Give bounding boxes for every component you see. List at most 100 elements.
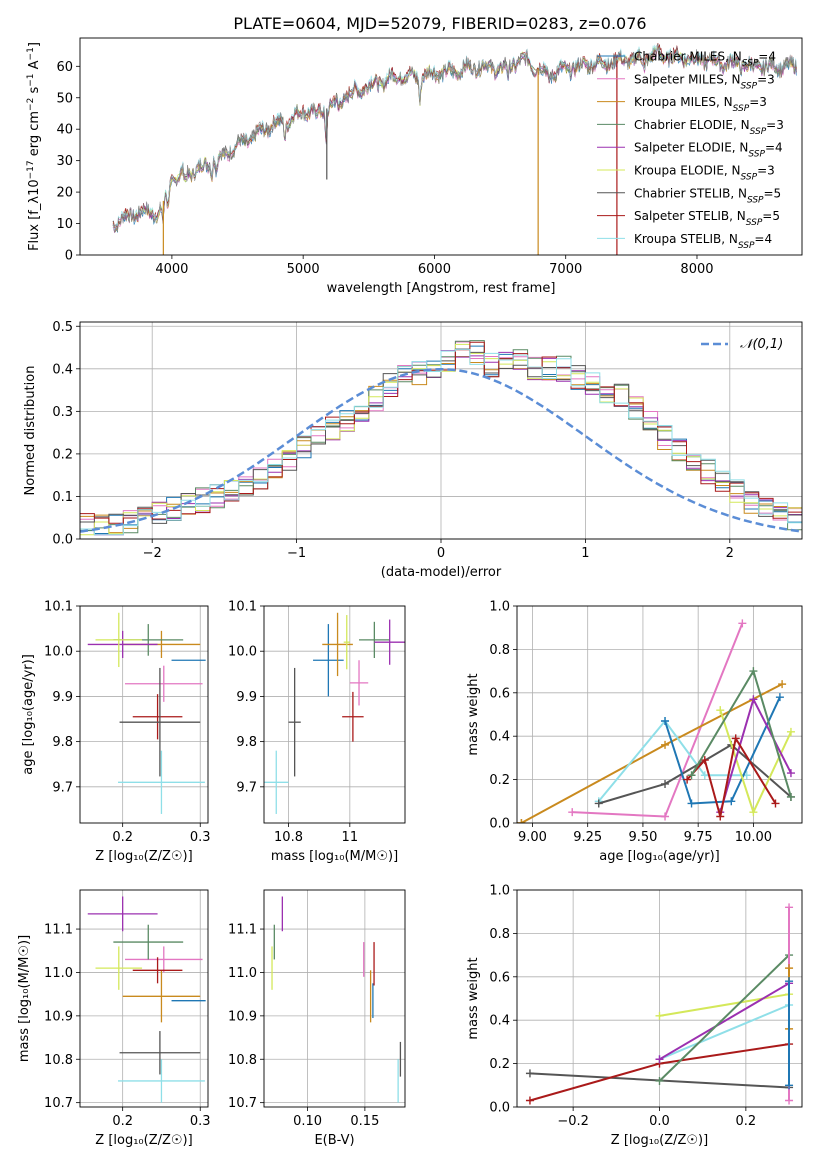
mass-vs-metallicity-panel: 0.2 0.3 10.7 10.8 10.9 11.0 11.1 Z [log₁₀(Z/Z☉)…: [17, 889, 211, 1148]
y-tick-label: 0.5: [52, 320, 73, 335]
y-tick-label: 0.8: [489, 643, 510, 658]
weight-marker: [716, 812, 725, 821]
weight-marker: [738, 619, 747, 628]
weight-marker: [655, 1011, 664, 1020]
y-tick-label: 30: [56, 154, 73, 169]
x-tick-label: 5000: [287, 262, 320, 277]
y-tick-label: 10.1: [228, 600, 257, 615]
x-tick-label: 2: [726, 546, 734, 561]
figure-title: PLATE=0604, MJD=52079, FIBERID=0283, z=0…: [233, 14, 646, 33]
legend-entry: Kroupa MILES, NSSP=3: [634, 95, 767, 114]
y-tick-label: 9.9: [52, 690, 73, 705]
x-tick-label: 0.2: [112, 830, 133, 845]
y-tick-label: 11.0: [228, 966, 257, 981]
weight-line: [658, 982, 790, 1061]
x-tick-label: 0.2: [112, 1114, 133, 1129]
x-tick-label: −1: [287, 546, 306, 561]
y-tick-label: 9.8: [236, 735, 257, 750]
weight-marker: [786, 727, 795, 736]
plot-area: [87, 896, 206, 1103]
weight-line: [520, 683, 783, 823]
x-axis-label: Z [log₁₀(Z/Z☉)]: [95, 1133, 192, 1148]
weight-marker: [785, 977, 794, 986]
weight-marker: [525, 1069, 534, 1078]
weight-line: [658, 954, 790, 1082]
axes-frame: [79, 37, 803, 256]
weight-marker: [785, 1081, 794, 1090]
weight-marker: [771, 799, 780, 808]
y-tick-label: 10: [56, 217, 73, 232]
x-tick-label: 9.00: [518, 830, 547, 845]
y-tick-label: 0.8: [489, 927, 510, 942]
weight-line: [659, 1004, 790, 1061]
y-axis-label: Normed distribution: [23, 366, 38, 496]
weight-marker: [785, 1096, 794, 1105]
weight-marker: [517, 819, 526, 823]
weight-marker: [655, 1076, 664, 1085]
x-tick-label: −2: [143, 546, 162, 561]
plot-area: [264, 612, 405, 814]
x-axis-label: wavelength [Angstrom, rest frame]: [327, 281, 556, 296]
legend-entry: Kroupa ELODIE, NSSP=3: [634, 164, 775, 183]
x-axis-label: Z [log₁₀(Z/Z☉)]: [611, 1133, 708, 1148]
plot-area: [525, 903, 794, 1105]
x-tick-label: 0.10: [293, 1114, 322, 1129]
legend-entry: Chabrier STELIB, NSSP=5: [634, 186, 781, 205]
massweight-vs-metallicity-panel: −0.2 0.0 0.2 0.0 0.2 0.4 0.6 0.8 1.0 Z [log₁₀(Z/Z…: [466, 884, 803, 1148]
weight-marker: [525, 1096, 534, 1105]
weight-marker: [785, 964, 794, 973]
weight-line: [597, 719, 747, 802]
weight-marker: [731, 734, 740, 743]
x-tick-label: 0.15: [350, 1114, 379, 1129]
x-tick-label: 0.2: [736, 1114, 757, 1129]
legend-entry: Chabrier ELODIE, NSSP=3: [634, 118, 784, 137]
spectrum-panel: 4000 5000 6000 7000 8000 0 10 20 30 40 50 60 wavelen…: [26, 37, 803, 296]
plot-area: [271, 896, 402, 1103]
legend-entry: Kroupa STELIB, NSSP=4: [634, 232, 772, 251]
weight-marker: [687, 799, 696, 808]
weight-marker: [778, 680, 787, 689]
x-tick-label: 1: [581, 546, 589, 561]
axes-frame: [263, 605, 406, 824]
y-tick-label: 10.7: [44, 1096, 73, 1111]
y-axis-label: Flux [f_λ10−17 erg cm−2 s−1 A−1]: [26, 42, 42, 251]
y-tick-label: 11.1: [228, 923, 257, 938]
x-tick-label: 10.8: [274, 830, 303, 845]
weight-marker: [661, 717, 670, 726]
legend-entry: 𝒩(0,1): [740, 337, 783, 352]
weight-marker: [727, 797, 736, 806]
x-axis-label: (data-model)/error: [381, 565, 502, 580]
y-tick-label: 9.7: [52, 780, 73, 795]
y-tick-label: 10.1: [44, 600, 73, 615]
y-tick-label: 0.0: [489, 1101, 510, 1116]
weight-marker: [594, 799, 603, 808]
axes-frame: [516, 605, 803, 824]
y-tick-label: 10.9: [44, 1009, 73, 1024]
x-tick-label: 0.3: [190, 830, 211, 845]
x-tick-label: 0.0: [649, 1114, 670, 1129]
legend-entry: Salpeter STELIB, NSSP=5: [634, 209, 780, 228]
weight-marker: [661, 779, 670, 788]
y-tick-label: 1.0: [489, 600, 510, 615]
weight-marker: [700, 771, 709, 780]
plot-area: [87, 612, 206, 814]
y-tick-label: 1.0: [489, 884, 510, 899]
legend-entry: Chabrier MILES, NSSP=4: [634, 50, 776, 69]
y-tick-label: 0.0: [52, 533, 73, 548]
weight-marker: [683, 775, 692, 784]
y-tick-label: 0.2: [489, 773, 510, 788]
y-tick-label: 0.2: [489, 1057, 510, 1072]
weight-line: [664, 696, 781, 805]
y-tick-label: 10.0: [44, 645, 73, 660]
y-tick-label: 0.6: [489, 686, 510, 701]
weight-marker: [749, 808, 758, 817]
x-axis-label: E(B-V): [314, 1133, 354, 1148]
y-tick-label: 0.0: [489, 817, 510, 832]
spectrum-data-line: [112, 43, 797, 232]
y-tick-label: 60: [56, 60, 73, 75]
y-tick-label: 11.0: [44, 966, 73, 981]
x-tick-label: 9.50: [628, 830, 657, 845]
weight-line: [659, 993, 790, 1017]
y-axis-label: age [log₁₀(age/yr)]: [21, 654, 36, 775]
weight-marker: [568, 808, 577, 817]
